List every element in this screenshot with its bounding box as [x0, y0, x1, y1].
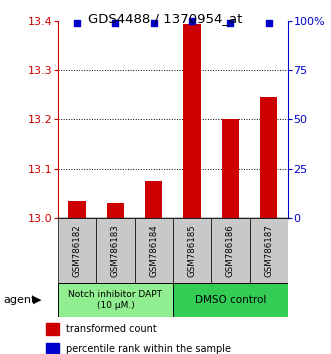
Point — [266, 21, 271, 26]
Bar — [58, 283, 173, 317]
Text: ▶: ▶ — [33, 295, 42, 305]
Bar — [183, 24, 201, 218]
Bar — [69, 200, 86, 218]
Bar — [250, 218, 288, 283]
Bar — [46, 323, 59, 335]
Point — [228, 21, 233, 26]
Point — [151, 21, 157, 26]
Bar — [58, 218, 96, 283]
Bar — [211, 218, 250, 283]
Text: GSM786183: GSM786183 — [111, 224, 120, 277]
Bar — [222, 120, 239, 218]
Bar — [135, 218, 173, 283]
Bar — [96, 218, 135, 283]
Point — [113, 21, 118, 26]
Text: GDS4488 / 1370954_at: GDS4488 / 1370954_at — [88, 12, 243, 25]
Text: GSM786185: GSM786185 — [188, 224, 197, 277]
Text: agent: agent — [3, 295, 36, 305]
Point — [74, 21, 80, 26]
Text: GSM786184: GSM786184 — [149, 224, 158, 277]
Bar — [46, 343, 59, 354]
Bar — [145, 181, 163, 218]
Text: percentile rank within the sample: percentile rank within the sample — [66, 344, 231, 354]
Bar — [173, 218, 211, 283]
Text: GSM786187: GSM786187 — [264, 224, 273, 277]
Bar — [260, 97, 277, 218]
Point — [189, 18, 195, 24]
Bar — [107, 203, 124, 218]
Text: GSM786186: GSM786186 — [226, 224, 235, 277]
Bar — [173, 283, 288, 317]
Text: GSM786182: GSM786182 — [72, 224, 82, 277]
Text: transformed count: transformed count — [66, 324, 157, 334]
Text: DMSO control: DMSO control — [195, 295, 266, 305]
Text: Notch inhibitor DAPT
(10 μM.): Notch inhibitor DAPT (10 μM.) — [69, 290, 163, 310]
